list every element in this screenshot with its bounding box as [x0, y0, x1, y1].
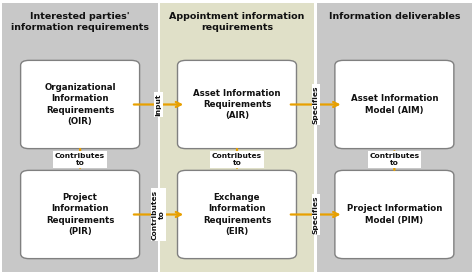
Text: Project Information
Model (PIM): Project Information Model (PIM): [346, 204, 442, 225]
FancyBboxPatch shape: [177, 60, 296, 148]
Text: Project
Information
Requirements
(PIR): Project Information Requirements (PIR): [46, 193, 114, 236]
Text: Asset Information
Model (AIM): Asset Information Model (AIM): [351, 94, 438, 115]
Text: Information deliverables: Information deliverables: [328, 12, 460, 21]
FancyBboxPatch shape: [177, 170, 296, 258]
FancyBboxPatch shape: [21, 170, 139, 258]
Text: Input: Input: [155, 93, 162, 116]
FancyBboxPatch shape: [317, 3, 472, 272]
Text: Specifies: Specifies: [313, 85, 319, 124]
FancyBboxPatch shape: [2, 3, 158, 272]
Text: Asset Information
Requirements
(AIR): Asset Information Requirements (AIR): [193, 89, 281, 120]
Text: Interested parties'
information requirements: Interested parties' information requirem…: [11, 12, 149, 32]
FancyBboxPatch shape: [160, 3, 314, 272]
Text: Contributes
to: Contributes to: [369, 153, 419, 166]
Text: Exchange
Information
Requirements
(EIR): Exchange Information Requirements (EIR): [203, 193, 271, 236]
Text: Contributes
to: Contributes to: [55, 153, 105, 166]
Text: Organizational
Information
Requirements
(OIR): Organizational Information Requirements …: [45, 83, 116, 126]
FancyBboxPatch shape: [335, 60, 454, 148]
Text: Contributes
to: Contributes to: [212, 153, 262, 166]
Text: Appointment information
requirements: Appointment information requirements: [169, 12, 305, 32]
Text: Contributes
to: Contributes to: [152, 189, 165, 240]
FancyBboxPatch shape: [21, 60, 139, 148]
FancyBboxPatch shape: [335, 170, 454, 258]
Text: Specifies: Specifies: [313, 195, 319, 234]
